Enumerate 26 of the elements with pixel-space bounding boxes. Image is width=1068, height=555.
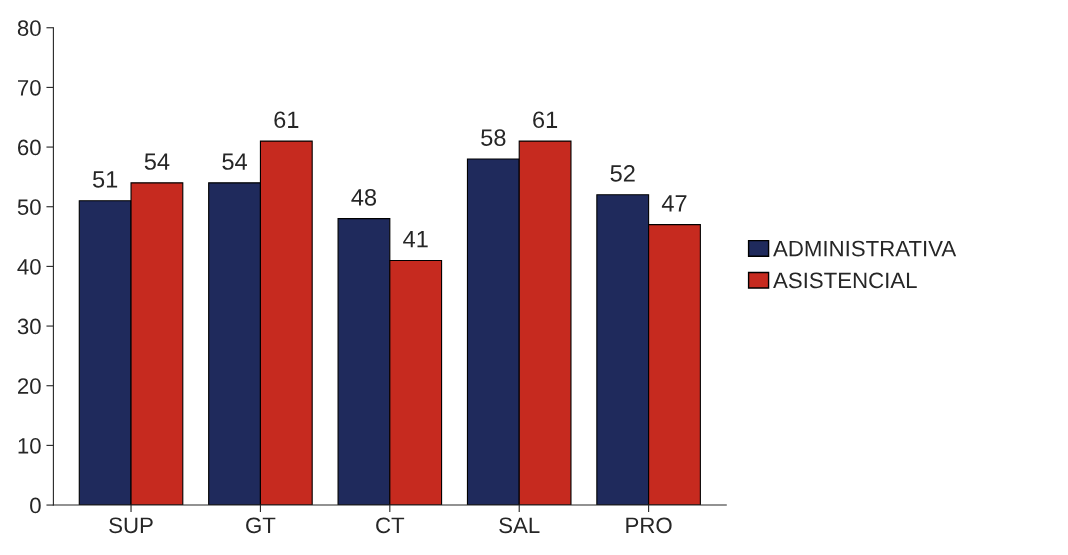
data-label: 61 [274, 111, 299, 129]
data-label: 51 [92, 171, 118, 188]
data-label: 48 [351, 188, 377, 206]
y-tick-label: 60 [18, 139, 41, 156]
x-tick-label: SUP [109, 517, 153, 534]
x-tick-label: PRO [626, 517, 672, 534]
y-tick-label: 0 [30, 497, 41, 514]
x-tick-label: SAL [499, 517, 540, 534]
data-label: 52 [610, 165, 635, 182]
x-tick-label: CT [376, 517, 405, 534]
data-label: 54 [222, 153, 247, 170]
data-label: 41 [403, 230, 428, 248]
y-tick-label: 40 [17, 258, 41, 275]
data-label: 47 [661, 195, 687, 212]
y-tick-label: 70 [18, 79, 41, 96]
data-label: 61 [533, 111, 558, 129]
y-tick-label: 50 [17, 199, 41, 216]
legend-label: ADMINISTRATIVA [773, 240, 957, 257]
y-tick-label: 10 [18, 437, 41, 454]
data-label: 54 [144, 153, 170, 170]
x-tick-label: GT [246, 517, 276, 534]
y-tick-label: 20 [18, 378, 41, 394]
legend-label: ASISTENCIAL [773, 272, 917, 289]
data-label: 58 [481, 129, 506, 147]
y-tick-label: 30 [17, 318, 41, 335]
y-tick-label: 80 [17, 20, 41, 37]
